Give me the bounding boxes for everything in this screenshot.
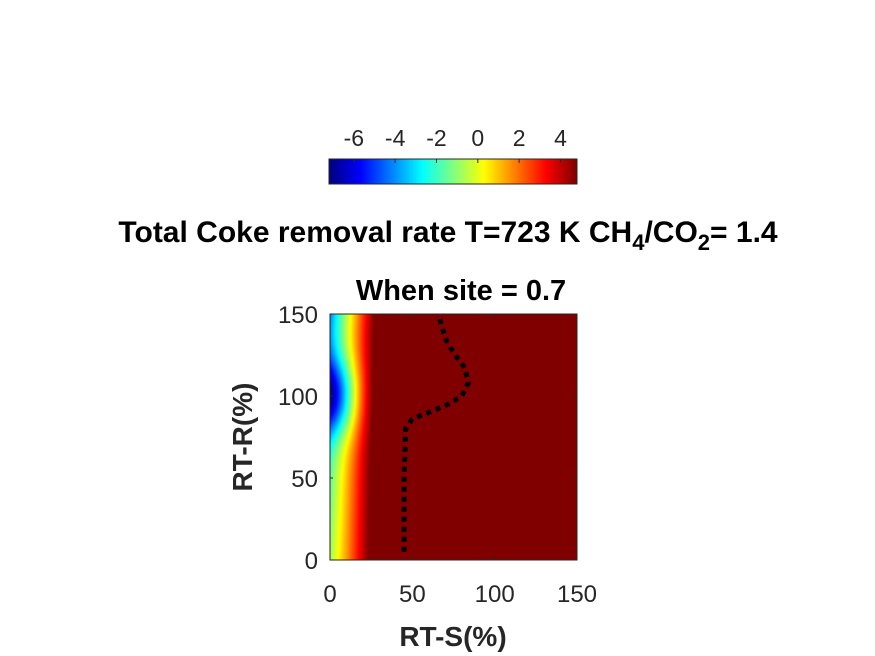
y-axis-ticks: 0 50 100 150 <box>278 302 577 575</box>
plot-area: 0 50 100 150 0 50 100 150 <box>278 302 597 608</box>
colorbar-tick-label: -6 <box>344 125 364 151</box>
x-axis-ticks: 0 50 100 150 <box>323 314 597 608</box>
y-tick-label: 100 <box>278 384 318 411</box>
chart-title: Total Coke removal rate T=723 K CH4/CO2=… <box>118 216 778 255</box>
y-tick-label: 0 <box>305 548 318 575</box>
chart-title-main: Total Coke removal rate T=723 K CH <box>118 216 632 249</box>
x-tick-label: 50 <box>399 581 426 608</box>
colorbar-tick-label: 2 <box>513 125 526 151</box>
chart-title-end: = 1.4 <box>710 216 778 249</box>
x-tick-label: 0 <box>323 581 336 608</box>
chart-title-sub1: 4 <box>632 230 645 255</box>
x-tick-label: 100 <box>475 581 515 608</box>
heatmap <box>330 314 577 560</box>
colorbar-ticks <box>353 159 561 163</box>
chart-title-mid: /CO <box>644 216 697 249</box>
chart-title-sub2: 2 <box>698 230 710 255</box>
colorbar-tick-label: 4 <box>554 125 567 151</box>
x-tick-label: 150 <box>557 581 597 608</box>
zero-contour-line <box>401 314 471 552</box>
x-axis-label: RT-S(%) <box>399 621 506 652</box>
y-tick-label: 50 <box>291 466 318 493</box>
colorbar-tick-label: -4 <box>385 125 406 151</box>
colorbar: -6 -4 -2 0 2 4 <box>328 125 578 185</box>
colorbar-tick-labels: -6 -4 -2 0 2 4 <box>344 125 567 151</box>
y-tick-label: 150 <box>278 302 318 329</box>
colorbar-tick-label: 0 <box>471 125 484 151</box>
colorbar-gradient <box>329 159 577 184</box>
colorbar-frame <box>328 158 578 185</box>
plot-frame <box>329 313 578 561</box>
colorbar-tick-label: -2 <box>426 125 446 151</box>
chart-subtitle: When site = 0.7 <box>356 275 566 307</box>
y-axis-label: RT-R(%) <box>227 383 258 492</box>
